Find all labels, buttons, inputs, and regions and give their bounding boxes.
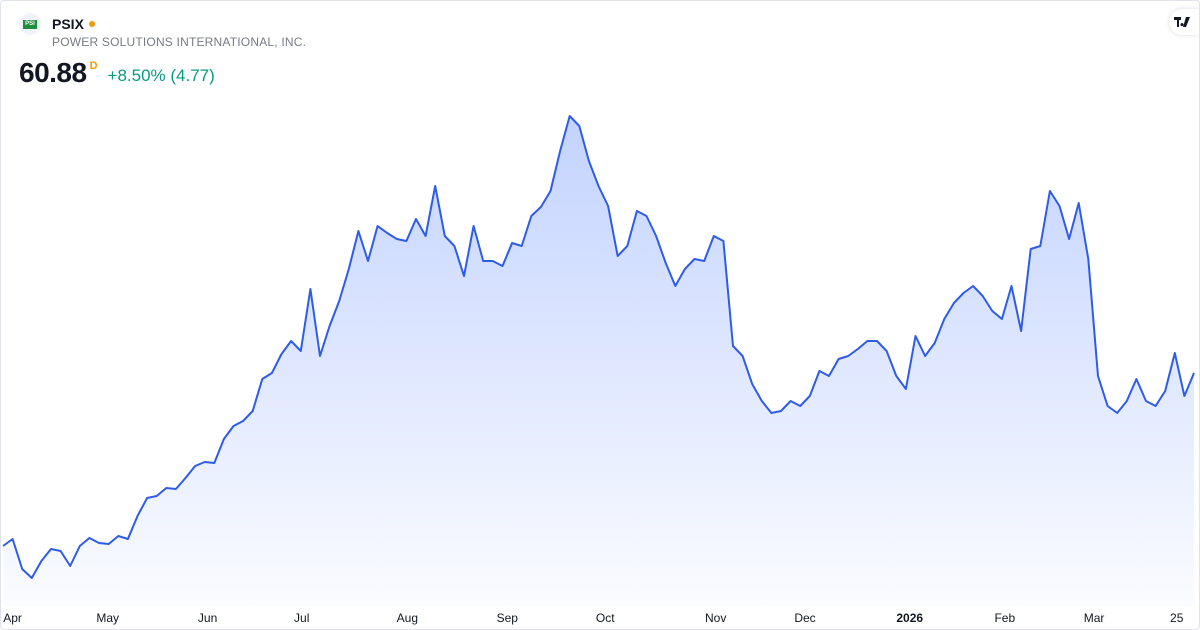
header: PSI PSIX POWER SOLUTIONS INTERNATIONAL, … — [19, 13, 306, 89]
x-tick-label: Sep — [497, 611, 519, 625]
x-tick-label: Nov — [705, 611, 726, 625]
logo: PSI — [19, 13, 41, 35]
x-tick-label: Mar — [1084, 611, 1105, 625]
x-tick-label: 2026 — [896, 611, 923, 625]
price-row: 60.88 D +8.50% (4.77) — [19, 57, 306, 89]
change: +8.50% (4.77) — [107, 65, 215, 85]
x-tick-label: Feb — [994, 611, 1015, 625]
interval: D — [89, 60, 98, 72]
status-dot — [88, 21, 95, 27]
x-tick-label: 25 — [1170, 611, 1184, 625]
x-tick-label: May — [96, 611, 119, 625]
x-tick-label: Apr — [3, 611, 22, 625]
brand-icon — [1174, 17, 1190, 27]
brand-logo[interactable] — [1169, 9, 1199, 35]
symbol-row: PSI PSIX — [19, 13, 306, 35]
x-tick-label: Jun — [198, 611, 217, 625]
x-tick-label: Oct — [596, 611, 615, 625]
x-tick-label: Jul — [294, 611, 309, 625]
price: 60.88 — [19, 57, 87, 88]
company-name: POWER SOLUTIONS INTERNATIONAL, INC. — [52, 35, 307, 49]
x-tick-label: Dec — [794, 611, 815, 625]
logo-text: PSI — [23, 19, 37, 29]
symbol[interactable]: PSIX — [52, 16, 84, 32]
area-fill — [3, 116, 1194, 606]
price-line — [2, 115, 1195, 579]
x-tick-label: Aug — [397, 611, 418, 625]
